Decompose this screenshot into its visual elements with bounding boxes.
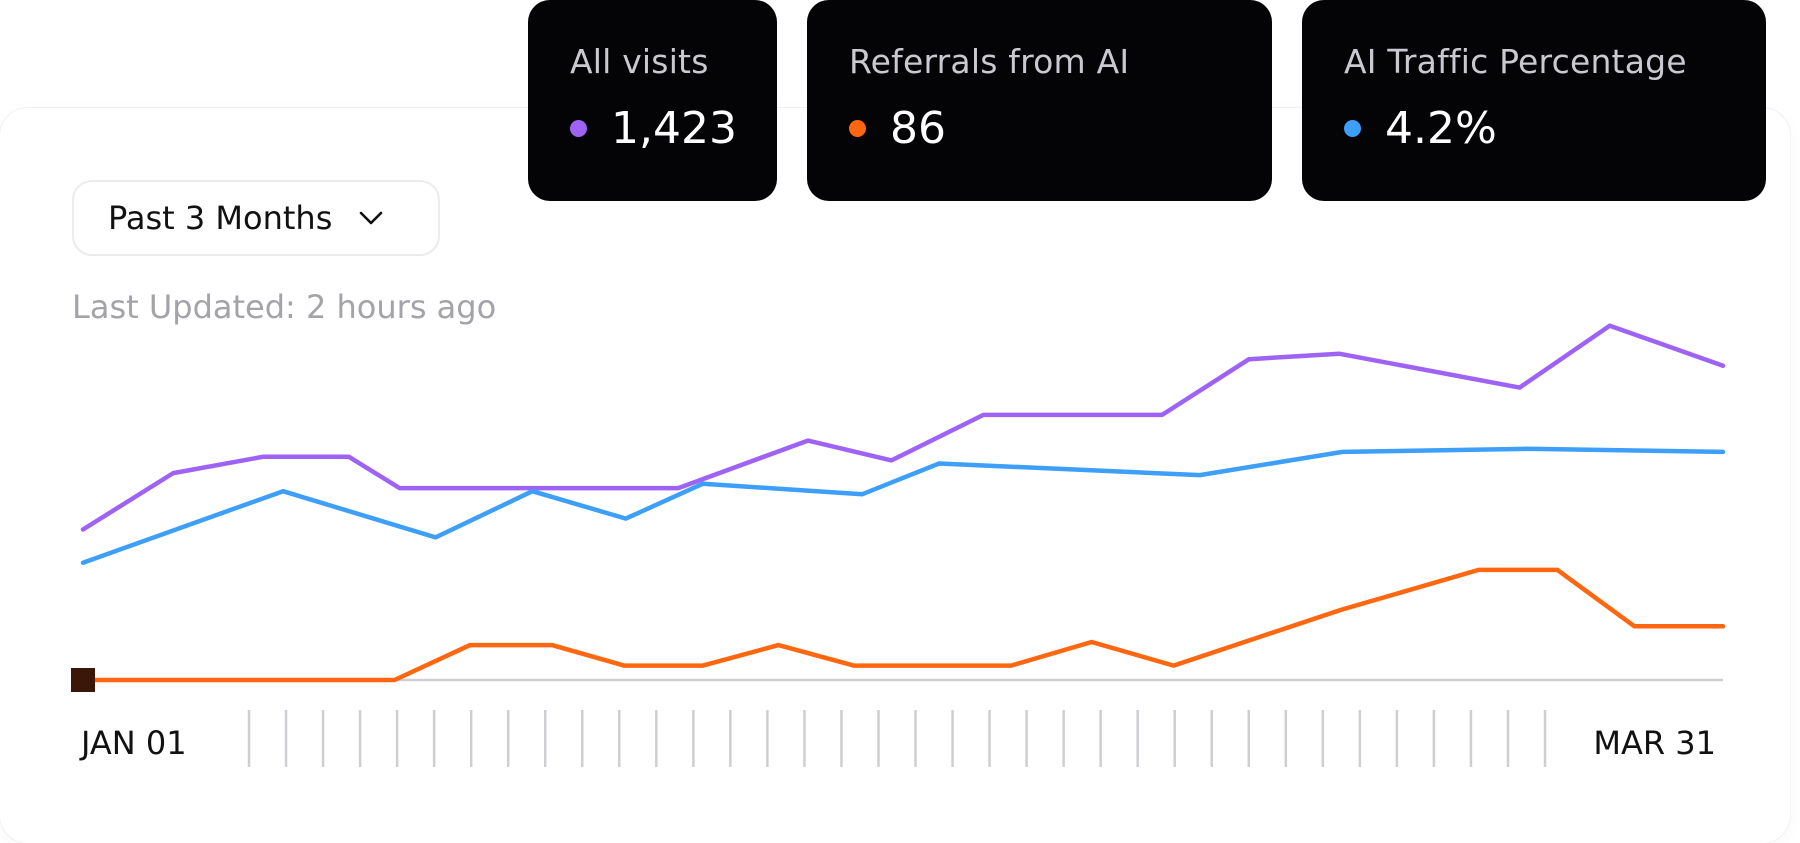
referrals-dot-icon [849, 120, 866, 137]
stat-label: Referrals from AI [849, 42, 1130, 81]
stat-card-all-visits: All visits 1,423 [528, 0, 777, 201]
stat-value: 4.2% [1385, 103, 1497, 154]
date-range-label: Past 3 Months [108, 199, 333, 237]
ai-traffic-dot-icon [1344, 120, 1361, 137]
stat-value: 86 [890, 103, 946, 154]
range-start-handle[interactable] [71, 668, 95, 692]
stat-value: 1,423 [611, 103, 737, 154]
series-line-referrals-from-ai [80, 567, 1726, 683]
stat-card-ai-traffic-percentage: AI Traffic Percentage 4.2% [1302, 0, 1766, 201]
x-axis-end-label: MAR 31 [1593, 724, 1716, 762]
last-updated-text: Last Updated: 2 hours ago [72, 288, 497, 326]
stat-label: All visits [570, 42, 709, 81]
series-line-all-visits [80, 323, 1726, 532]
chevron-down-icon [360, 211, 383, 225]
stat-card-referrals-from-ai: Referrals from AI 86 [807, 0, 1272, 201]
stat-label: AI Traffic Percentage [1344, 42, 1687, 81]
all-visits-dot-icon [570, 120, 587, 137]
series-line-ai-traffic-percentage [80, 446, 1726, 565]
x-axis-start-label: JAN 01 [81, 724, 187, 762]
date-range-dropdown[interactable]: Past 3 Months [72, 180, 440, 256]
